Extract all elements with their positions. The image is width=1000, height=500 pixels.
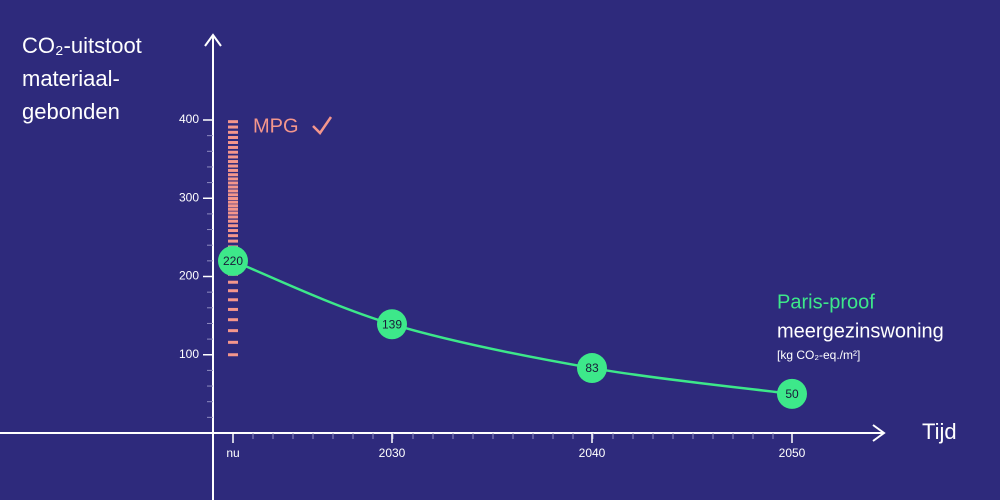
- mpg-dash: [228, 145, 238, 149]
- point: [377, 309, 407, 340]
- mpg-dash: [228, 141, 238, 145]
- mpg-dash: [228, 289, 238, 293]
- mpg-dash: [228, 340, 238, 344]
- mpg-dash: [228, 185, 238, 189]
- mpg-dash: [228, 353, 238, 357]
- x-tick-label: 2040: [579, 446, 606, 460]
- mpg-dash: [228, 239, 238, 243]
- y-axis-label: materiaal-: [22, 66, 120, 91]
- mpg-dash: [228, 234, 238, 238]
- point-label: 220: [223, 254, 243, 268]
- mpg-dash: [228, 307, 238, 311]
- x-axis-label: Tijd: [922, 419, 957, 444]
- mpg-dash: [228, 219, 238, 223]
- mpg-dash: [228, 135, 238, 139]
- point-label: 83: [585, 361, 599, 375]
- y-axis-arrow: [204, 33, 222, 47]
- mpg-dash: [228, 193, 238, 197]
- point: [577, 353, 607, 384]
- series-line: [232, 259, 793, 396]
- y-tick-label: 100: [179, 347, 199, 361]
- point-label: 139: [382, 317, 402, 331]
- legend-text: meergezinswoning: [777, 320, 944, 342]
- y-tick-label: 400: [179, 112, 199, 126]
- point-label: 50: [785, 387, 799, 401]
- y-tick-label: 200: [179, 269, 199, 283]
- mpg-dash: [228, 211, 238, 215]
- mpg-label: MPG: [253, 115, 299, 137]
- legend-unit: [kg CO₂-eq./m²]: [777, 348, 860, 362]
- mpg-dash: [228, 229, 238, 233]
- y-tick-label: 300: [179, 190, 199, 204]
- mpg-dash: [228, 125, 238, 129]
- x-tick-label: 2050: [779, 446, 806, 460]
- mpg-dash: [228, 215, 238, 219]
- mpg-dash: [228, 204, 238, 208]
- mpg-dash: [228, 130, 238, 134]
- mpg-dash: [228, 329, 238, 333]
- x-tick-label: 2030: [379, 446, 406, 460]
- x-tick-label: nu: [226, 446, 239, 460]
- mpg-dash: [228, 160, 238, 164]
- x-axis-arrow: [872, 424, 886, 442]
- mpg-dash: [228, 280, 238, 284]
- mpg-dash: [228, 207, 238, 211]
- y-axis-label: CO₂-uitstoot: [22, 33, 142, 58]
- mpg-dash: [228, 168, 238, 172]
- mpg-dash: [228, 224, 238, 228]
- mpg-dash: [228, 120, 238, 124]
- mpg-dash: [228, 189, 238, 193]
- legend-title: Paris-proof: [777, 291, 875, 313]
- mpg-check: [312, 116, 333, 135]
- mpg-dash: [228, 318, 238, 322]
- mpg-dash: [228, 181, 238, 185]
- mpg-dash: [228, 298, 238, 302]
- point: [777, 378, 807, 409]
- mpg-dash: [228, 150, 238, 154]
- mpg-dash: [228, 173, 238, 177]
- mpg-dash: [228, 197, 238, 201]
- mpg-dash: [228, 200, 238, 204]
- mpg-dash: [228, 155, 238, 159]
- y-axis-label: gebonden: [22, 99, 120, 124]
- point: [218, 245, 248, 276]
- mpg-dash: [228, 177, 238, 181]
- mpg-dash: [228, 164, 238, 168]
